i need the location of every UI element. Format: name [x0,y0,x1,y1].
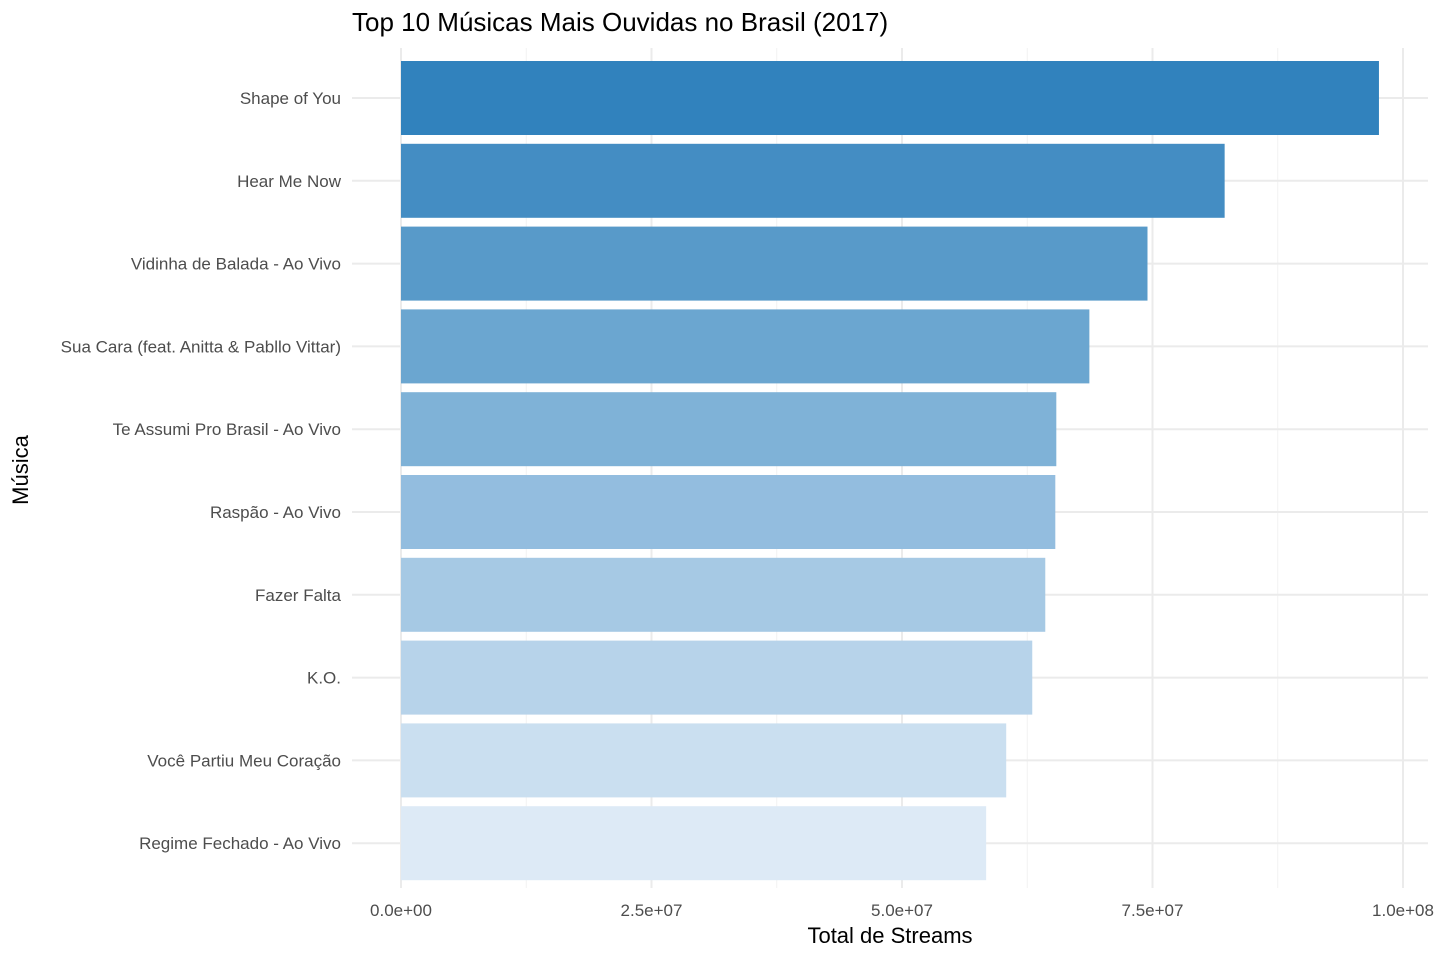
bars [401,61,1379,881]
y-tick-label: Fazer Falta [255,586,342,605]
x-tick-label: 0.0e+00 [370,901,432,920]
bar [401,392,1057,467]
y-tick-label: K.O. [307,669,341,688]
x-axis-title: Total de Streams [807,923,972,948]
bar [401,61,1379,135]
bar [401,226,1148,301]
y-axis-title: Música [8,434,33,504]
y-tick-label: Te Assumi Pro Brasil - Ao Vivo [113,420,341,439]
y-tick-label: Regime Fechado - Ao Vivo [139,834,341,853]
bar [401,723,1007,798]
y-tick-label: Vidinha de Balada - Ao Vivo [131,255,341,274]
y-tick-labels: Shape of You Hear Me Now Vidinha de Balada… [61,89,342,853]
y-tick-label: Raspão - Ao Vivo [210,503,341,522]
x-tick-label: 5.0e+07 [871,901,933,920]
bar [401,557,1046,632]
x-tick-label: 7.5e+07 [1122,901,1184,920]
y-tick-label: Você Partiu Meu Coração [147,751,341,770]
y-tick-label: Shape of You [240,89,341,108]
x-tick-label: 1.0e+08 [1372,901,1434,920]
y-tick-label: Hear Me Now [237,172,342,191]
y-tick-label: Sua Cara (feat. Anitta & Pabllo Vittar) [61,337,341,356]
bar [401,143,1225,218]
bar [401,475,1056,549]
x-tick-label: 2.5e+07 [621,901,683,920]
bar [401,309,1090,384]
chart-title: Top 10 Músicas Mais Ouvidas no Brasil (2… [352,7,888,37]
bar [401,806,987,881]
x-tick-labels: 0.0e+00 2.5e+07 5.0e+07 7.5e+07 1.0e+08 [370,901,1434,920]
bar [401,640,1033,715]
